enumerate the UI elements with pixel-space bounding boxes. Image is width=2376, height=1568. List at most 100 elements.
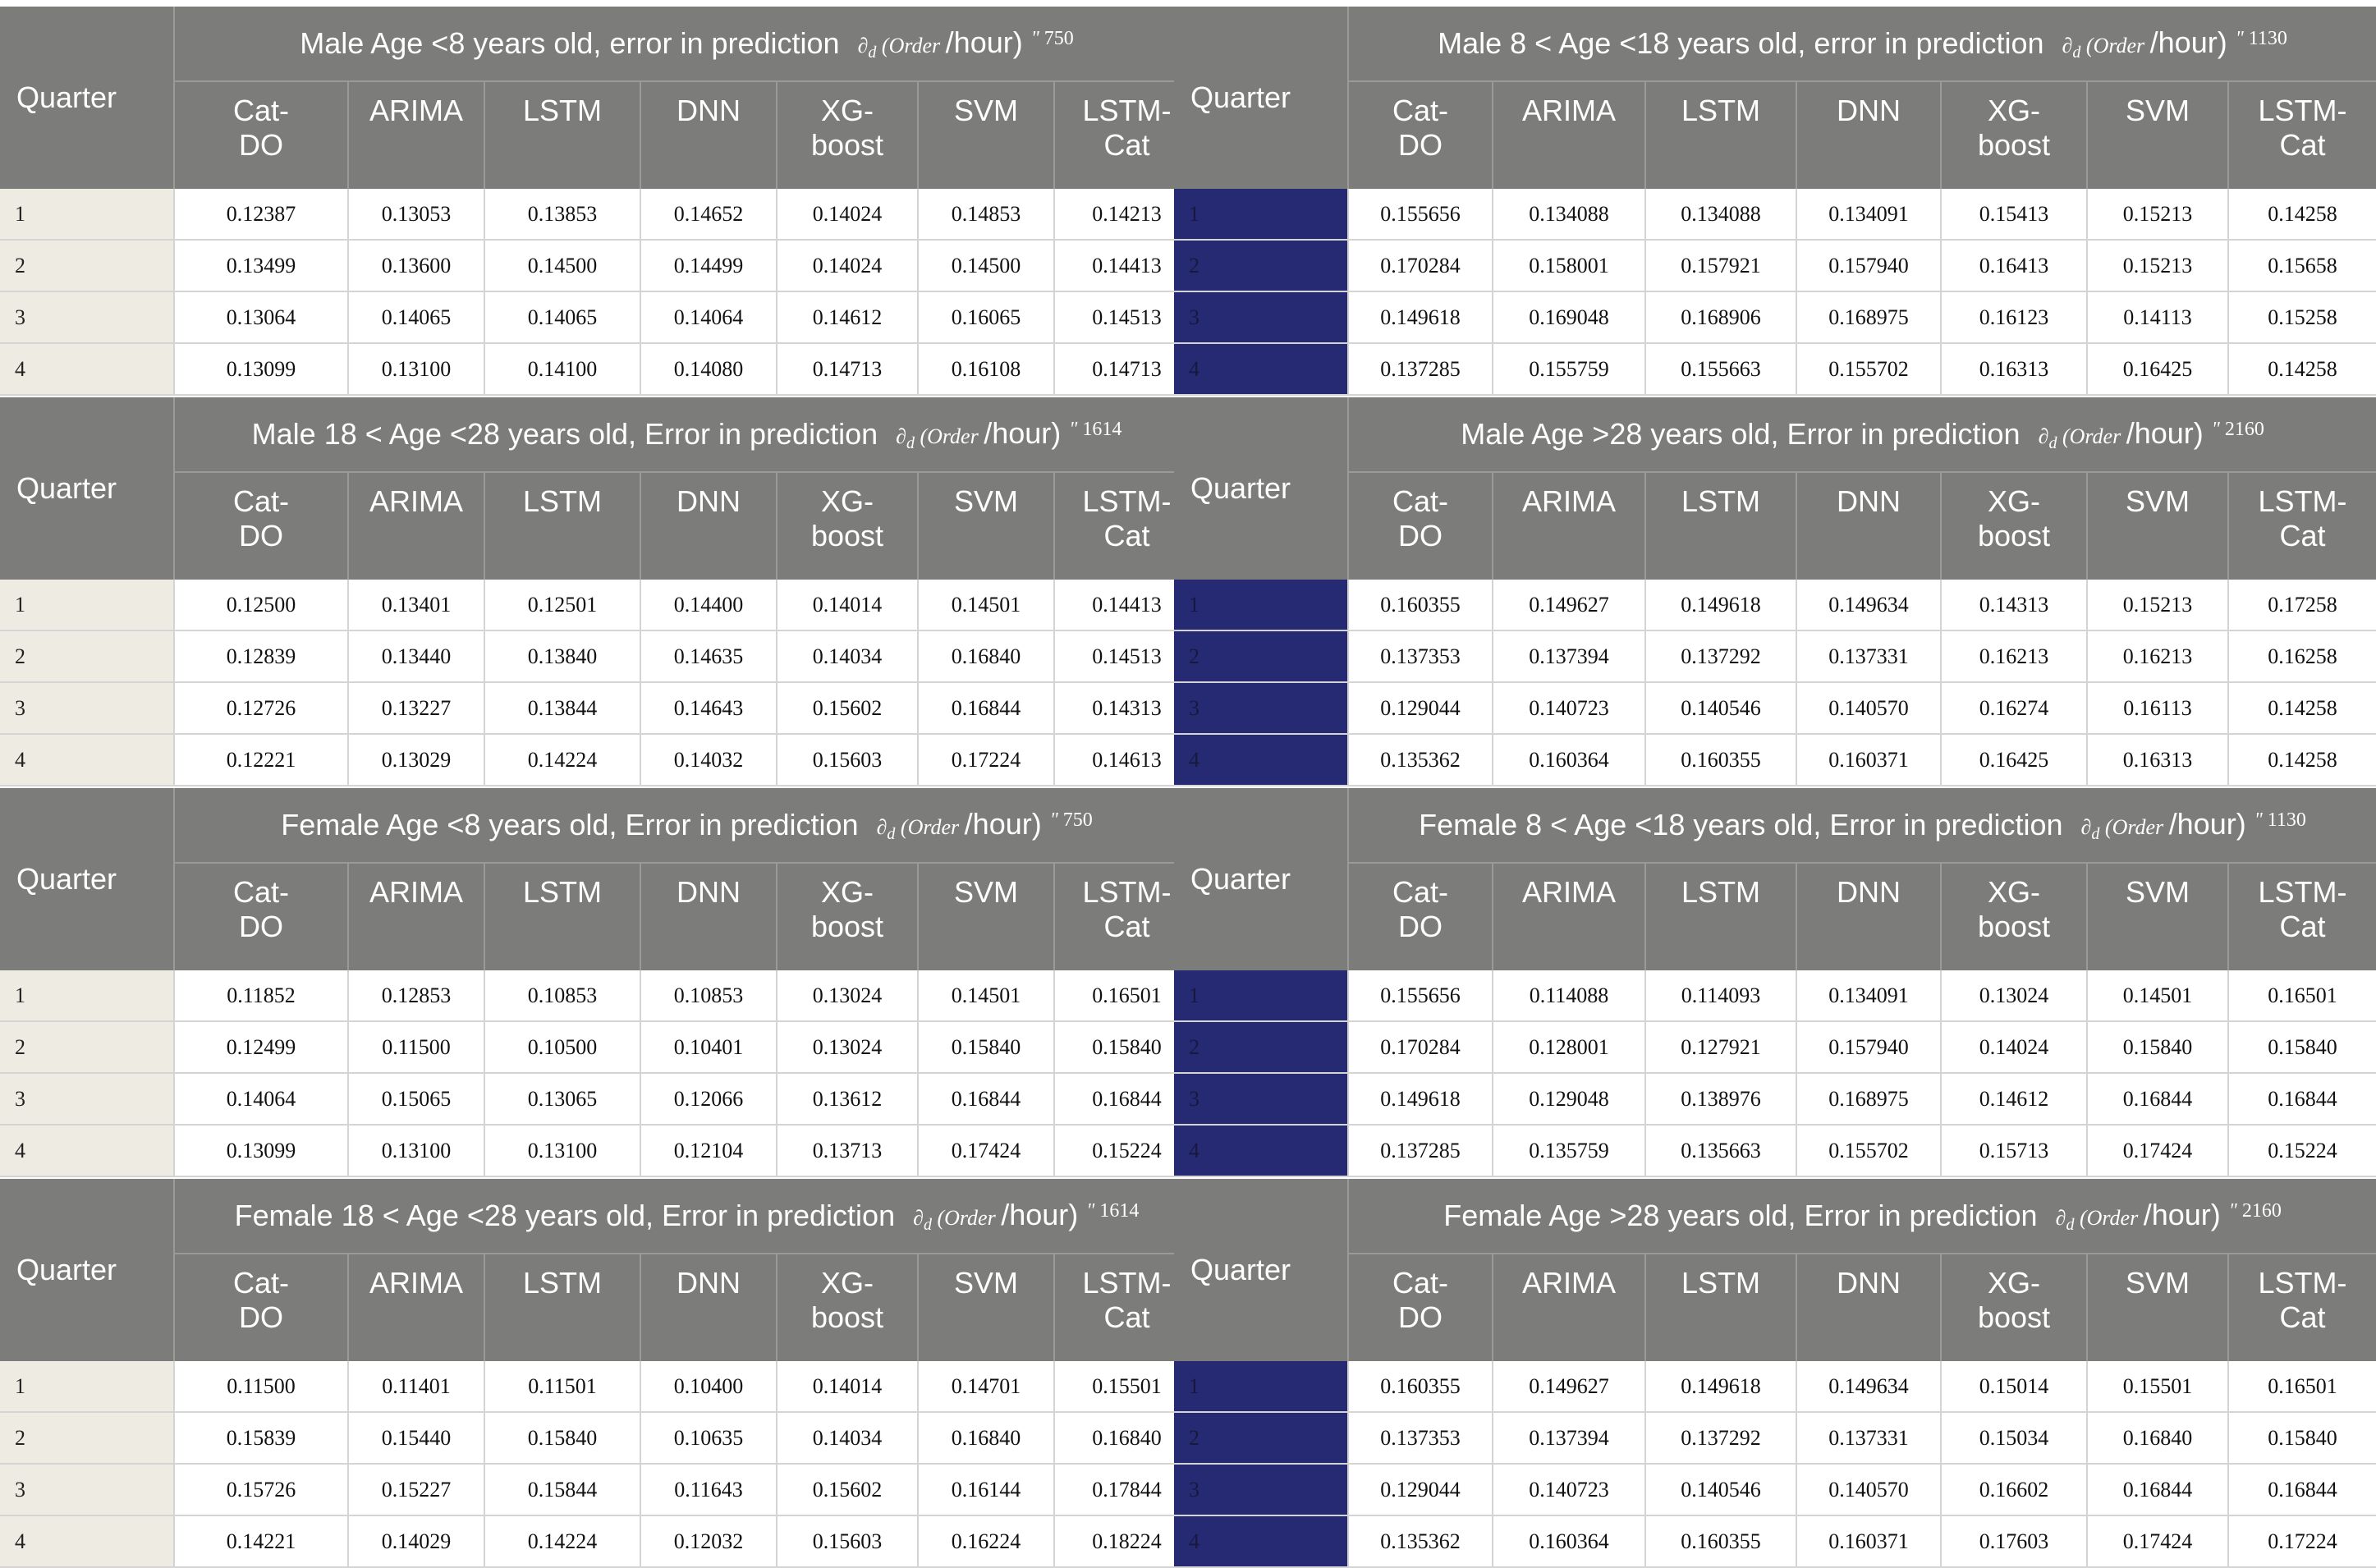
sample-count: " 2160 (2229, 1200, 2282, 1222)
value-cell: 0.14501 (2086, 970, 2228, 1022)
value-cell: 0.149618 (1347, 1073, 1493, 1126)
value-cell: 0.15840 (2227, 1021, 2376, 1074)
value-cell: 0.14224 (484, 734, 640, 786)
value-cell: 0.149634 (1796, 1361, 1941, 1413)
model-header: Cat- DO (1347, 863, 1493, 970)
unit-order: (Order (2085, 33, 2145, 57)
unit-per-hour: /hour) (964, 806, 1042, 841)
count-value: 750 (1062, 809, 1093, 831)
quarter-cell: 2 (1174, 630, 1348, 683)
table-row: 4 0.13099 0.13100 0.13100 0.12104 0.13713 0.17… (0, 1125, 1199, 1177)
value-cell: 0.16213 (1940, 630, 2087, 683)
quarter-header: Quarter (0, 7, 175, 189)
value-cell: 0.12032 (640, 1515, 777, 1568)
unit-per-hour: /hour) (2143, 1197, 2221, 1231)
model-header: ARIMA (347, 472, 484, 580)
value-cell: 0.13844 (484, 682, 640, 735)
table-title: Female Age <8 years old, Error in predic… (174, 788, 1199, 864)
value-cell: 0.137285 (1347, 343, 1493, 396)
table-title-wrap: Female 18 < Age <28 years old, Error in … (175, 1179, 1199, 1253)
model-header: LSTM- Cat (2227, 81, 2376, 189)
unit-order: (Order (900, 814, 960, 839)
value-cell: 0.14034 (776, 1412, 918, 1465)
model-header: Cat- DO (1347, 1254, 1493, 1361)
value-cell: 0.149627 (1492, 1361, 1645, 1413)
table-row: 2 0.13499 0.13600 0.14500 0.14499 0.14024 0.14… (0, 240, 1199, 292)
model-header: XG-boost (1940, 1254, 2087, 1361)
value-cell: 0.11643 (640, 1464, 777, 1516)
value-cell: 0.15840 (917, 1021, 1054, 1074)
value-cell: 0.16501 (2227, 1361, 2376, 1413)
count-mark: " (2235, 27, 2244, 49)
table-title: Male Age >28 years old, Error in predict… (1348, 397, 2376, 473)
value-cell: 0.16144 (917, 1464, 1054, 1516)
quarter-cell: 2 (1174, 240, 1348, 292)
value-cell: 0.13024 (776, 970, 918, 1022)
partial-symbol: ∂ (857, 33, 869, 57)
value-cell: 0.160371 (1796, 1515, 1941, 1568)
quarter-cell: 4 (1174, 734, 1348, 786)
model-header: SVM (917, 1254, 1054, 1361)
value-cell: 0.12839 (173, 630, 348, 683)
unit-subscript: d (2072, 43, 2081, 62)
value-cell: 0.11501 (484, 1361, 640, 1413)
value-cell: 0.14221 (173, 1515, 348, 1568)
value-cell: 0.14029 (347, 1515, 484, 1568)
model-header: ARIMA (1492, 472, 1645, 580)
value-cell: 0.168906 (1644, 291, 1796, 344)
quarter-cell: 3 (1174, 291, 1348, 344)
value-cell: 0.160364 (1492, 734, 1645, 786)
count-value: 2160 (2224, 418, 2264, 440)
quarter-cell: 3 (1174, 1464, 1348, 1516)
model-header: Cat- DO (1347, 81, 1493, 189)
unit-order: (Order (2079, 1205, 2139, 1230)
quarter-header: Quarter (0, 788, 175, 970)
unit-expression: ∂d (Order /hour) " 750 (858, 25, 1074, 62)
model-header: SVM (2086, 472, 2228, 580)
value-cell: 0.14513 (1053, 291, 1199, 344)
value-cell: 0.15224 (2227, 1125, 2376, 1177)
unit-subscript: d (2091, 824, 2100, 843)
value-cell: 0.140723 (1492, 1464, 1645, 1516)
table-title: Female 18 < Age <28 years old, Error in … (174, 1179, 1199, 1254)
model-header: ARIMA (1492, 863, 1645, 970)
model-header: LSTM (484, 81, 640, 189)
value-cell: 0.14499 (640, 240, 777, 292)
unit-subscript: d (923, 1215, 932, 1234)
table-row: 2 0.15839 0.15440 0.15840 0.10635 0.14034 0.16… (0, 1412, 1199, 1465)
value-cell: 0.15213 (2086, 189, 2228, 241)
model-header: ARIMA (1492, 1254, 1645, 1361)
value-cell: 0.15258 (2227, 291, 2376, 344)
data-table: Quarter Male Age <8 years old, error in p… (0, 7, 1199, 396)
value-cell: 0.149618 (1644, 1361, 1796, 1413)
value-cell: 0.15840 (2227, 1412, 2376, 1465)
value-cell: 0.14034 (776, 630, 918, 683)
quarter-cell: 1 (1174, 970, 1348, 1022)
table-title: Female 8 < Age <18 years old, Error in p… (1348, 788, 2376, 864)
model-header-row: Cat- DO ARIMA LSTM DNN XG-boost SVM LSTM- Cat (0, 472, 1199, 580)
table-row: 1 0.160355 0.149627 0.149618 0.149634 0.14313… (1174, 580, 2376, 631)
sample-count: " 2160 (2212, 419, 2264, 440)
model-header: Cat- DO (173, 81, 348, 189)
value-cell: 0.17424 (2086, 1125, 2228, 1177)
unit-expression: ∂d (Order /hour) " 1614 (896, 416, 1121, 453)
value-cell: 0.15501 (2086, 1361, 2228, 1413)
table-row: 3 0.15726 0.15227 0.15844 0.11643 0.15602 0.16… (0, 1464, 1199, 1516)
value-cell: 0.138976 (1644, 1073, 1796, 1126)
table-row: 3 0.13064 0.14065 0.14065 0.14064 0.14612 0.16… (0, 291, 1199, 344)
model-header: SVM (2086, 1254, 2228, 1361)
value-cell: 0.15840 (484, 1412, 640, 1465)
table-row: 4 0.137285 0.135759 0.135663 0.155702 0.15713… (1174, 1125, 2376, 1177)
quarter-cell: 3 (1174, 682, 1348, 735)
unit-subscript: d (887, 824, 896, 843)
unit-expression: ∂d (Order /hour) " 1614 (913, 1198, 1139, 1235)
value-cell: 0.10853 (484, 970, 640, 1022)
value-cell: 0.128001 (1492, 1021, 1645, 1074)
table-row: 4 0.135362 0.160364 0.160355 0.160371 0.17603… (1174, 1515, 2376, 1568)
value-cell: 0.13029 (347, 734, 484, 786)
unit-subscript: d (906, 433, 915, 452)
value-cell: 0.14100 (484, 343, 640, 396)
quarter-cell: 1 (1174, 580, 1348, 631)
value-cell: 0.14501 (917, 580, 1054, 631)
model-header: XG-boost (776, 81, 918, 189)
